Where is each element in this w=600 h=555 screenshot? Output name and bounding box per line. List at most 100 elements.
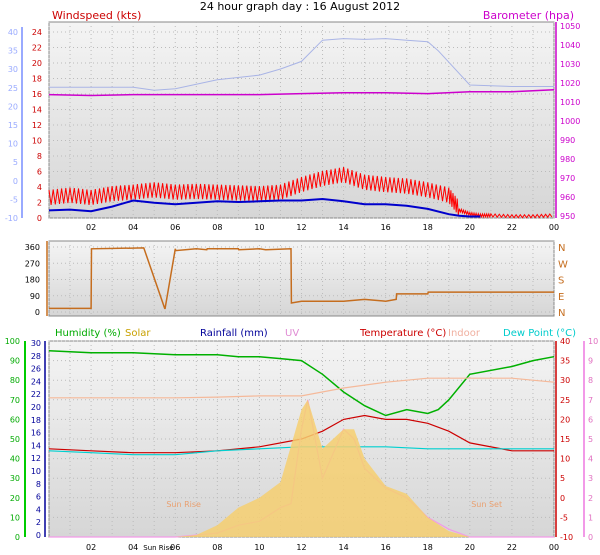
- x-tick-label: 22: [507, 223, 517, 232]
- wind_direction-line: [49, 247, 554, 310]
- rainfall-tick: 6: [36, 493, 41, 502]
- wind-kts-tick: 24: [32, 28, 42, 37]
- wind-kts-tick: 0: [37, 214, 42, 223]
- x-tick-label: 10: [254, 223, 264, 232]
- x-tick-label: 12: [296, 543, 306, 552]
- wind-secondary-tick: 35: [8, 47, 18, 56]
- x-tick-label: 10: [254, 543, 264, 552]
- legend-entry: Humidity (%): [55, 328, 121, 339]
- uv-tick: 7: [588, 396, 593, 405]
- wind-secondary-tick: 15: [8, 121, 18, 130]
- barometer-axis-label: Barometer (hpa): [483, 9, 574, 22]
- rainfall-tick: 24: [31, 377, 41, 386]
- humidity-tick: 40: [10, 455, 20, 464]
- x-tick-label: 08: [212, 223, 222, 232]
- wind-kts-tick: 6: [37, 168, 42, 177]
- wind-kts-tick: 14: [32, 106, 42, 115]
- wind-kts-tick: 12: [32, 121, 42, 130]
- wind-kts-tick: 22: [32, 44, 42, 53]
- x-tick-label: 16: [381, 223, 391, 232]
- uv-tick: 9: [588, 357, 593, 366]
- compass-label: E: [558, 292, 564, 303]
- rainfall-tick: 8: [36, 480, 41, 489]
- rainfall-tick: 4: [36, 505, 41, 514]
- wind-kts-tick: 4: [37, 183, 42, 192]
- legend-entry: Indoor: [448, 328, 481, 339]
- rainfall-tick: 16: [31, 429, 41, 438]
- avg-line: [48, 197, 481, 218]
- x-tick-label: 04: [128, 543, 138, 552]
- x-tick-label: 20: [465, 223, 475, 232]
- barometer-tick: 1010: [560, 98, 580, 107]
- x-tick-label: 16: [381, 543, 391, 552]
- compass-label: N: [558, 243, 565, 254]
- x-tick-label: 18: [423, 543, 433, 552]
- humidity-tick: 0: [15, 533, 20, 542]
- rainfall-tick: 28: [31, 352, 41, 361]
- sunset-annotation: Sun Set: [471, 500, 502, 509]
- legend-entry: Temperature (°C): [359, 328, 446, 339]
- direction-tick: 180: [25, 276, 40, 285]
- barometer-tick: 950: [560, 212, 575, 221]
- wind-kts-tick: 18: [32, 75, 42, 84]
- uv-tick: 6: [588, 415, 593, 424]
- temperature-tick: 5: [560, 474, 565, 483]
- humidity-tick: 10: [10, 513, 20, 522]
- direction-tick: 360: [25, 243, 40, 252]
- x-tick-label: 12: [296, 223, 306, 232]
- uv-tick: 8: [588, 376, 593, 385]
- wind-kts-tick: 16: [32, 90, 42, 99]
- humidity-line: [48, 350, 555, 417]
- temperature-tick: 15: [560, 435, 570, 444]
- humidity-tick: 30: [10, 474, 20, 483]
- humidity-tick: 70: [10, 396, 20, 405]
- temperature-tick: 0: [560, 494, 565, 503]
- humidity-tick: 20: [10, 494, 20, 503]
- x-tick-label: 14: [338, 543, 348, 552]
- wind-secondary-tick: 25: [8, 84, 18, 93]
- uv-tick: 3: [588, 474, 593, 483]
- x-tick-label: 18: [423, 223, 433, 232]
- uv-tick: 2: [588, 494, 593, 503]
- compass-label: W: [558, 259, 568, 270]
- wind-secondary-tick: 5: [13, 158, 18, 167]
- x-tick-label: 02: [86, 543, 96, 552]
- rainfall-tick: 0: [36, 531, 41, 540]
- compass-label: S: [558, 276, 564, 287]
- direction-tick: 270: [25, 259, 40, 268]
- rainfall-tick: 2: [36, 518, 41, 527]
- wind-secondary-tick: -5: [10, 195, 18, 204]
- compass-label: N: [558, 308, 565, 319]
- windspeed-axis-label: Windspeed (kts): [52, 9, 141, 22]
- temperature-tick: 35: [560, 357, 570, 366]
- wind-secondary-tick: -10: [5, 214, 18, 223]
- barometer-tick: 1050: [560, 22, 580, 31]
- x-tick-label: 22: [507, 543, 517, 552]
- rainfall-tick: 20: [31, 403, 41, 412]
- humidity-tick: 90: [10, 357, 20, 366]
- rainfall-tick: 18: [31, 416, 41, 425]
- humidity-tick: 80: [10, 376, 20, 385]
- humidity-tick: 50: [10, 435, 20, 444]
- wind-kts-tick: 10: [32, 137, 42, 146]
- temperature-tick: 20: [560, 415, 570, 424]
- barometer-line: [48, 89, 555, 97]
- wind-secondary-tick: 0: [13, 177, 18, 186]
- x-tick-label: 20: [465, 543, 475, 552]
- barometer-tick: 1000: [560, 117, 580, 126]
- legend-entry: Dew Point (°C): [503, 328, 576, 339]
- temperature-tick: -10: [560, 533, 573, 542]
- uv-tick: 10: [588, 337, 598, 346]
- temperature-line: [48, 414, 554, 454]
- temperature-tick: 30: [560, 376, 570, 385]
- barometer-tick: 990: [560, 136, 575, 145]
- rainfall-tick: 12: [31, 454, 41, 463]
- legend-entry: Solar: [125, 328, 151, 339]
- rainfall-tick: 26: [31, 365, 41, 374]
- wind-kts-tick: 2: [37, 199, 42, 208]
- wind-secondary-tick: 10: [8, 140, 18, 149]
- x-tick-label: Sun Rise: [143, 544, 173, 552]
- indoor-line: [49, 377, 555, 399]
- rainfall-tick: 22: [31, 390, 41, 399]
